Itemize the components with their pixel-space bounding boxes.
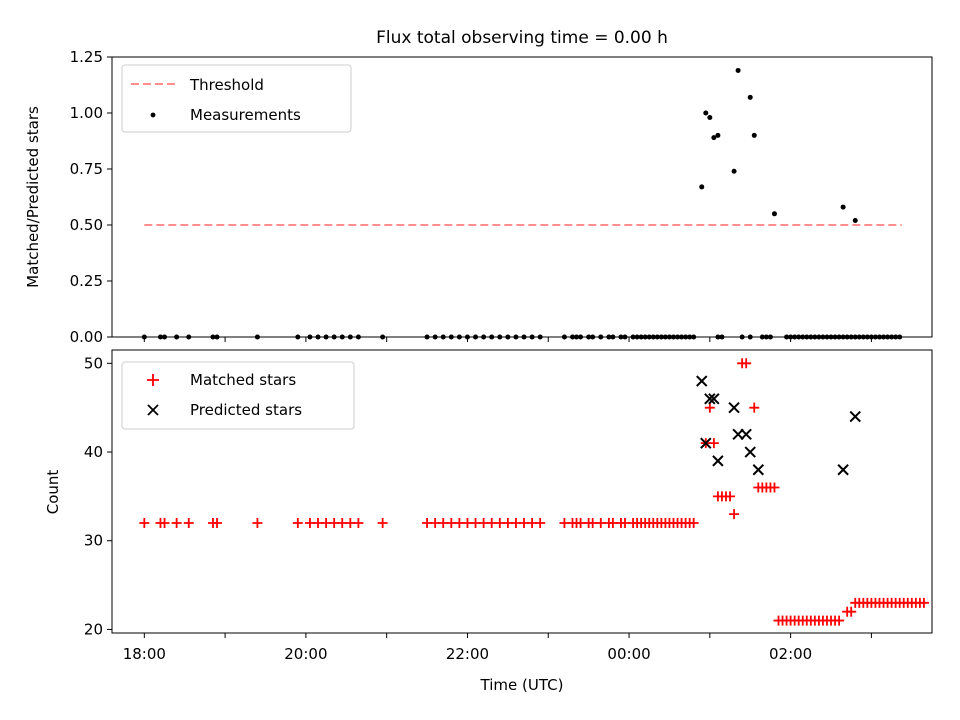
- bottom-x-axis: 18:00 20:00 22:00 00:00 02:00: [123, 633, 872, 663]
- predicted-point: [708, 393, 720, 405]
- bottom-y-tick-label: 50: [84, 354, 103, 372]
- legend-predicted-label: Predicted stars: [190, 401, 302, 419]
- bottom-panel: 20 30 40 50 18:00 20:00 22:00 00:00 02:00 Count…: [44, 349, 933, 694]
- matched-point: [353, 517, 364, 528]
- top-x-axis: [143, 337, 872, 342]
- measurement-point: [699, 184, 705, 190]
- measurement-point: [711, 135, 717, 141]
- matched-point: [212, 517, 223, 528]
- predicted-point: [700, 437, 712, 449]
- measurement-point: [707, 114, 713, 120]
- legend-threshold-label: Threshold: [189, 76, 264, 94]
- measurement-point: [735, 67, 741, 73]
- bottom-x-tick-label: 18:00: [123, 645, 166, 663]
- bottom-x-tick-label: 20:00: [284, 645, 327, 663]
- measurement-point: [715, 132, 721, 138]
- measurement-point: [751, 132, 757, 138]
- matched-point: [749, 402, 760, 413]
- bottom-y-tick-label: 30: [84, 532, 103, 550]
- top-y-tick-label: 1.25: [70, 48, 103, 66]
- matched-point: [159, 517, 170, 528]
- chart-title: Flux total observing time = 0.00 h: [376, 28, 668, 48]
- top-plot-frame: [111, 56, 933, 338]
- bottom-x-tick-label: 00:00: [607, 645, 650, 663]
- matched-point: [846, 606, 857, 617]
- predicted-point: [744, 446, 756, 458]
- bottom-x-tick-label: 22:00: [446, 645, 489, 663]
- measurement-point: [703, 110, 709, 116]
- matched-point: [183, 517, 194, 528]
- top-legend-box: [121, 64, 352, 133]
- matched-point: [377, 517, 388, 528]
- matched-point: [252, 517, 263, 528]
- bottom-x-axis-label: Time (UTC): [480, 676, 564, 694]
- measurement-point: [852, 218, 858, 224]
- bottom-plot-frame: [111, 349, 933, 634]
- measurement-point: [840, 204, 846, 210]
- top-y-tick-label: 0.50: [70, 216, 103, 234]
- predicted-point: [849, 410, 861, 423]
- bottom-legend-box: [121, 361, 355, 430]
- predicted-point: [740, 428, 752, 440]
- predicted-series: [696, 375, 861, 476]
- bottom-y-axis-label: Count: [44, 470, 62, 515]
- matched-point: [292, 517, 303, 528]
- legend-measurement-label: Measurements: [190, 106, 301, 124]
- predicted-point: [752, 464, 765, 476]
- top-y-axis-label: Matched/Predicted stars: [24, 106, 42, 288]
- predicted-point: [712, 455, 724, 467]
- matched-point: [704, 402, 715, 413]
- predicted-point: [704, 393, 716, 405]
- matched-point: [139, 517, 150, 528]
- matched-point: [769, 482, 780, 493]
- measurement-point: [771, 211, 777, 217]
- predicted-point: [728, 401, 740, 414]
- bottom-legend: Matched stars Predicted stars: [121, 361, 355, 430]
- predicted-point: [696, 375, 708, 387]
- matched-point: [834, 615, 845, 626]
- top-y-tick-label: 0.75: [70, 160, 103, 178]
- matched-series: [139, 358, 929, 626]
- top-y-tick-label: 1.00: [70, 104, 103, 122]
- bottom-y-axis: 20 30 40 50: [84, 354, 112, 638]
- bottom-y-tick-label: 40: [84, 443, 103, 461]
- matched-point: [688, 517, 699, 528]
- legend-matched-label: Matched stars: [190, 371, 296, 389]
- matched-point: [171, 517, 182, 528]
- predicted-point: [837, 464, 849, 476]
- matched-point: [708, 438, 719, 449]
- matched-point: [741, 358, 752, 369]
- bottom-y-tick-label: 20: [84, 620, 103, 638]
- matched-point: [535, 517, 546, 528]
- top-y-axis: 0.00 0.25 0.50 0.75 1.00 1.25: [70, 48, 112, 346]
- measurement-point: [731, 168, 737, 174]
- legend-measurement-swatch: [150, 112, 156, 118]
- measurement-point: [747, 94, 753, 100]
- top-y-tick-label: 0.25: [70, 272, 103, 290]
- legend-matched-swatch: [147, 374, 159, 386]
- matched-point: [725, 491, 736, 502]
- bottom-x-tick-label: 02:00: [769, 645, 812, 663]
- matched-point: [729, 509, 740, 520]
- legend-predicted-swatch: [147, 404, 159, 416]
- top-y-tick-label: 0.00: [70, 328, 103, 346]
- top-legend: Threshold Measurements: [121, 64, 352, 133]
- top-panel: 0.00 0.25 0.50 0.75 1.00 1.25 Matched/Predict…: [24, 48, 933, 346]
- matched-point: [918, 597, 929, 608]
